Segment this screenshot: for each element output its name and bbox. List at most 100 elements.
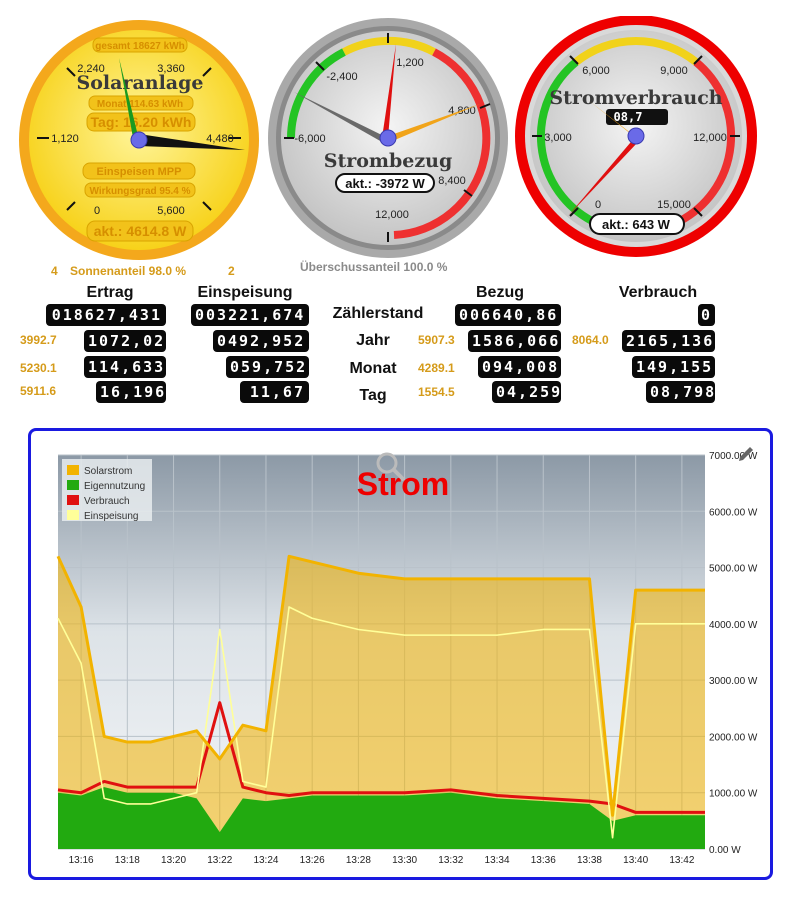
x-tick-label: 13:26 (300, 855, 325, 866)
strombezug-tick-6: 12,000 (375, 209, 409, 221)
row-label-jahr: Jahr (356, 332, 390, 349)
solar-needle-hub (130, 131, 148, 149)
bezug-tag-side: 1554.5 (418, 385, 455, 399)
solar-title: Solaranlage (77, 72, 204, 94)
solar-needle-green (119, 58, 139, 140)
x-tick-label: 13:34 (485, 855, 510, 866)
legend-label: Eigennutzung (84, 481, 145, 492)
bezug-monat: 094,008 (478, 356, 561, 378)
strombezug-needle-hub (379, 129, 397, 147)
bezug-tag: 04,259 (492, 381, 561, 403)
bezug-jahr: 1586,066 (468, 330, 561, 352)
y-tick-label: 1000.00 W (709, 789, 758, 800)
x-tick-label: 13:20 (161, 855, 186, 866)
legend-swatch (67, 495, 79, 505)
strom-chart-panel: 0.00 W 1000.00 W 2000.00 W 3000.00 W 4000.00… (28, 428, 773, 880)
stromverbrauch-tick-4: 12,000 (693, 132, 727, 144)
header-ertrag: Ertrag (86, 284, 134, 301)
x-tick-label: 13:16 (69, 855, 94, 866)
pencil-icon[interactable] (739, 447, 753, 461)
strombezug-needle-gray (294, 92, 388, 142)
x-tick-label: 13:38 (577, 855, 602, 866)
einspeisung-monat: 059,752 (226, 356, 309, 378)
solar-tick-5: 0 (94, 205, 100, 217)
solar-gauge: 2,240 3,360 1,120 4,480 0 5,600 gesamt 1… (19, 20, 259, 260)
einspeisung-zaehlerstand: 003221,674 (191, 304, 309, 326)
solar-akt: akt.: 4614.8 W (94, 223, 187, 239)
ertrag-zaehlerstand: 018627,431 (46, 304, 166, 326)
y-tick-label: 3000.00 W (709, 676, 758, 687)
ertrag-monat: 114,633 (84, 356, 166, 378)
bezug-jahr-side: 5907.3 (418, 333, 455, 347)
header-verbrauch: Verbrauch (618, 284, 698, 301)
sonnenanteil: Sonnenanteil 98.0 % (70, 264, 187, 278)
verbrauch-monat: 149,155 (632, 356, 715, 378)
solar-tick-2: 3,360 (157, 63, 185, 75)
x-tick-label: 13:28 (346, 855, 371, 866)
solar-einspeisen: Einspeisen MPP (97, 166, 182, 178)
x-tick-label: 13:42 (669, 855, 694, 866)
header-bezug: Bezug (476, 284, 524, 301)
chart-title: Strom (357, 466, 449, 502)
strombezug-tick-3: -6,000 (294, 133, 325, 145)
y-tick-label: 2000.00 W (709, 732, 758, 743)
solar-monat: Monat 114.63 kWh (97, 99, 183, 110)
header-einspeisung: Einspeisung (197, 284, 293, 301)
y-tick-label: 7000.00 W (709, 451, 758, 462)
stromverbrauch-gauge: 6,000 9,000 3,000 12,000 0 15,000 Stromv… (515, 16, 757, 257)
verbrauch-jahr-side: 8064.0 (572, 333, 609, 347)
sonnenanteil-suffix: 2 (228, 264, 235, 278)
strombezug-needle-orange (388, 104, 480, 142)
stromverbrauch-counter: 08,7 (614, 110, 643, 124)
verbrauch-zaehlerstand: 0 (698, 304, 715, 326)
zoom-icon[interactable] (376, 452, 406, 482)
ertrag-jahr: 1072,021 (84, 330, 174, 352)
legend-label: Solarstrom (84, 466, 132, 477)
einspeisung-line (57, 606, 705, 839)
strombezug-tick-5: 8,400 (438, 175, 466, 187)
stromverbrauch-title: Stromverbrauch (549, 87, 722, 109)
strom-chart: 0.00 W 1000.00 W 2000.00 W 3000.00 W 4000.00… (56, 447, 758, 866)
y-tick-label: 6000.00 W (709, 507, 758, 518)
ertrag-monat-side: 5230.1 (20, 361, 57, 375)
ertrag-jahr-side: 3992.7 (20, 333, 57, 347)
verbrauch-line (57, 701, 705, 814)
stromverbrauch-tick-6: 15,000 (657, 199, 691, 211)
bezug-zaehlerstand: 006640,86 (455, 304, 561, 326)
strombezug-akt: akt.: -3972 W (345, 176, 425, 191)
chart-legend: Solarstrom Eigennutzung Verbrauch Einspeisu… (62, 459, 152, 522)
ertrag-tag: 16,196 (96, 381, 166, 403)
bezug-monat-side: 4289.1 (418, 361, 455, 375)
stromverbrauch-needle-red (568, 136, 638, 216)
solar-tick-4: 4,480 (206, 133, 234, 145)
row-label-zaehlerstand: Zählerstand (332, 305, 424, 322)
legend-label: Verbrauch (84, 496, 130, 507)
strombezug-needle-red (382, 44, 396, 138)
x-tick-label: 13:40 (623, 855, 648, 866)
legend-swatch (67, 465, 79, 475)
stromverbrauch-akt: akt.: 643 W (602, 217, 671, 232)
x-tick-label: 13:22 (207, 855, 232, 866)
einspeisung-tag: 11,67 (240, 381, 309, 403)
sonnenanteil-prefix: 4 (51, 264, 58, 278)
stromverbrauch-needle-hub (627, 127, 645, 145)
solarstrom-line (56, 554, 705, 817)
ueberschussanteil: Überschussanteil 100.0 % (300, 260, 448, 274)
y-tick-label: 5000.00 W (709, 564, 758, 575)
legend-swatch (67, 510, 79, 520)
stromverbrauch-needle-orange (588, 100, 636, 138)
solar-tag: Tag: 16.20 kWh (91, 114, 192, 130)
einspeisung-jahr: 0492,952 (213, 330, 309, 352)
strombezug-title: Strombezug (324, 150, 453, 172)
legend-label: Einspeisung (84, 511, 138, 522)
eigennutzung-area (58, 787, 705, 849)
y-tick-label: 0.00 W (709, 845, 741, 856)
x-tick-label: 13:24 (253, 855, 278, 866)
ertrag-tag-side: 5911.6 (20, 384, 57, 398)
x-tick-label: 13:18 (115, 855, 140, 866)
row-label-tag: Tag (359, 387, 387, 404)
strombezug-tick-2: 1,200 (396, 57, 424, 69)
x-tick-label: 13:30 (392, 855, 417, 866)
stromverbrauch-tick-3: 3,000 (544, 132, 572, 144)
solar-wirkungsgrad: Wirkungsgrad 95.4 % (89, 186, 190, 197)
